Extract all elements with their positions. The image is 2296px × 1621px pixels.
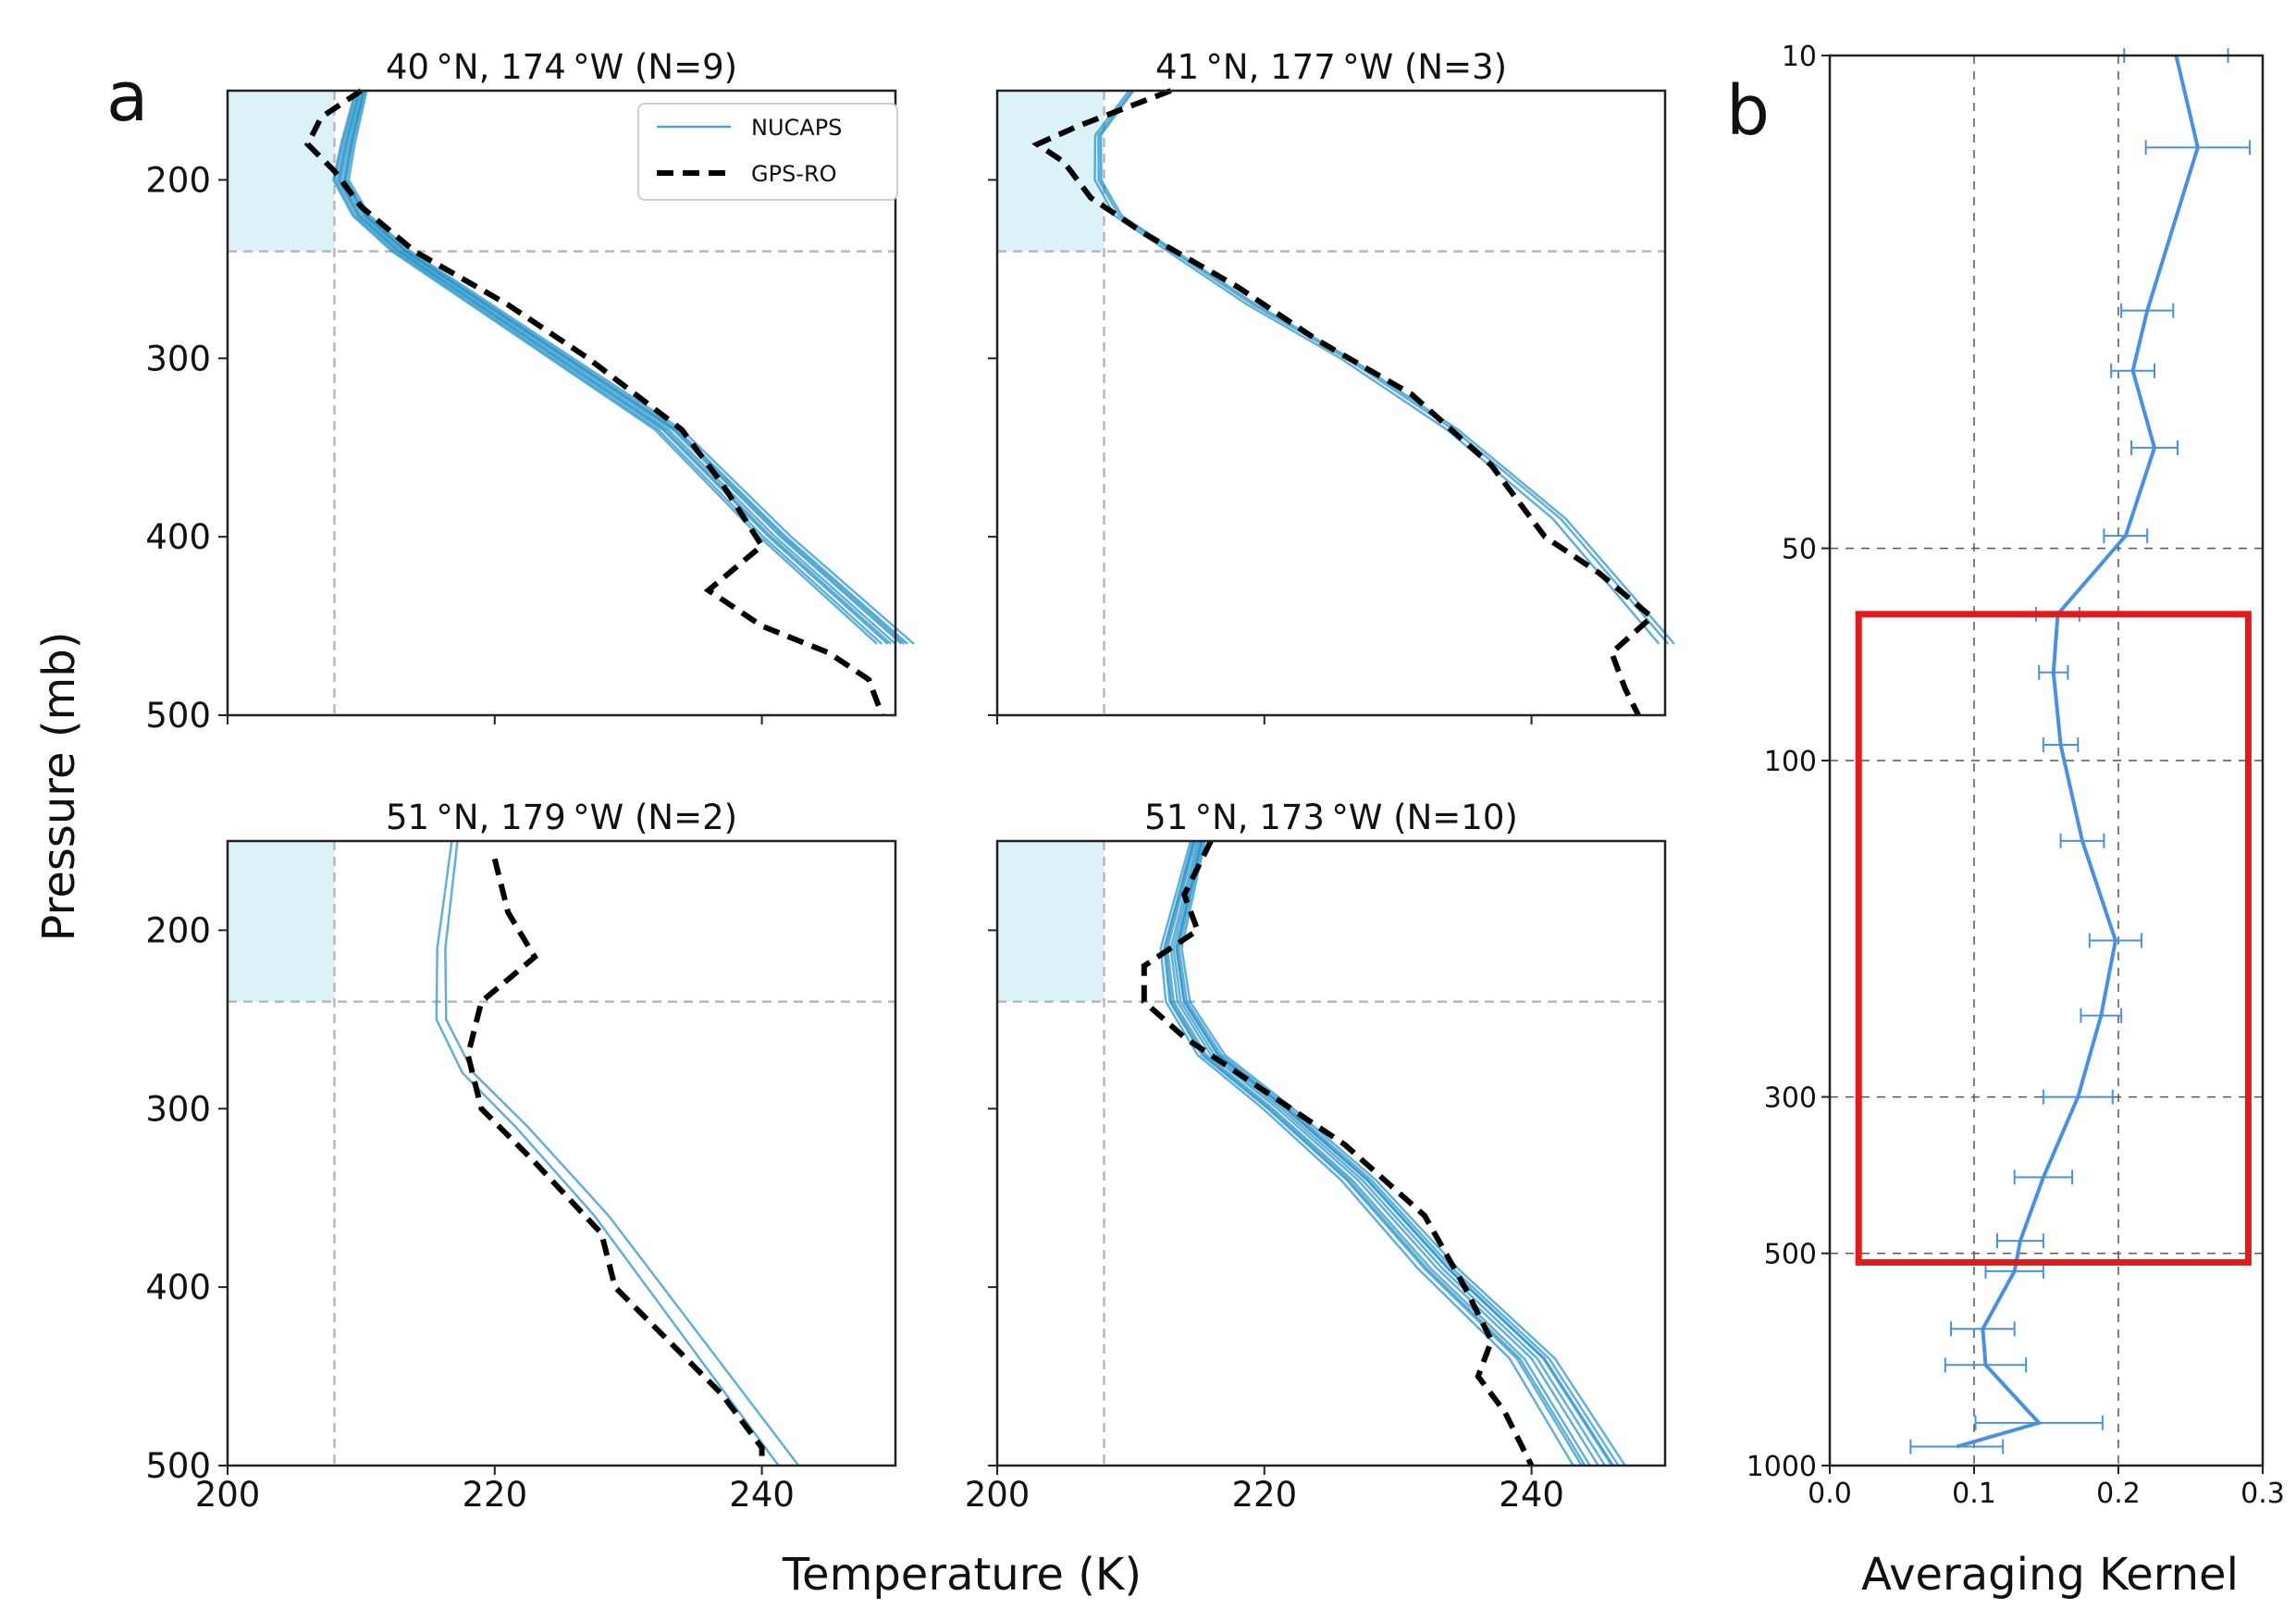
y-tick-label: 500 <box>1764 1239 1817 1271</box>
nucaps-profile-4 <box>1169 840 1599 1466</box>
highlight-box <box>1855 611 2252 1266</box>
panel-title: 41 °N, 177 °W (N=3) <box>1155 47 1507 87</box>
gps-ro-profile <box>1141 839 1535 1467</box>
axes-frame <box>995 839 1667 1467</box>
panel-40N-174W: 40 °N, 174 °W (N=9) 200 300 400 500 <box>145 47 915 736</box>
nucaps-profile-8 <box>343 90 906 645</box>
nucaps-profile-9 <box>332 90 878 645</box>
averaging-kernel-line <box>1956 55 2200 1449</box>
y-tick-label: 300 <box>1764 1083 1817 1115</box>
y-tick-label: 500 <box>145 1446 211 1486</box>
nucaps-profile-8 <box>1180 840 1626 1466</box>
nucaps-profile-7 <box>1178 840 1620 1466</box>
y-tick-label: 200 <box>145 910 211 950</box>
x-tick-label: 200 <box>965 1475 1031 1515</box>
nucaps-profile-1 <box>1159 840 1574 1466</box>
x-tick-label: 200 <box>195 1475 261 1515</box>
x-tick-label: 220 <box>1231 1475 1297 1515</box>
y-tick-label: 1000 <box>1747 1451 1817 1483</box>
shaded-region <box>997 841 1105 1002</box>
axes-frame <box>226 89 897 717</box>
kernel-axis-label: Averaging Kernel <box>1861 1549 2239 1601</box>
y-tick-label: 100 <box>1764 746 1817 778</box>
y-tick-label: 50 <box>1782 534 1817 566</box>
y-tick-label: 300 <box>145 339 211 378</box>
shaded-region <box>997 91 1105 252</box>
y-tick-label: 400 <box>145 517 211 557</box>
x-tick-label: 220 <box>462 1475 527 1515</box>
nucaps-profile-5 <box>334 90 883 645</box>
shaded-region <box>228 91 335 252</box>
panel-title: 51 °N, 179 °W (N=2) <box>386 798 737 837</box>
nucaps-profile-10 <box>1176 840 1615 1466</box>
panel-averaging-kernel: 0.0 0.1 0.2 0.3 10 50 100 300 500 1000 <box>1747 41 2285 1510</box>
x-tick-label: 240 <box>729 1475 795 1515</box>
x-tick-label: 0.1 <box>1952 1478 1996 1510</box>
y-tick-label: 300 <box>145 1089 211 1129</box>
panel-51N-173W: 51 °N, 173 °W (N=10) 200 220 240 <box>965 798 1667 1515</box>
nucaps-profile-9 <box>1164 840 1586 1466</box>
y-tick-label: 200 <box>145 160 211 200</box>
gps-ro-profile <box>303 88 885 717</box>
y-axis-label: Pressure (mb) <box>33 632 85 942</box>
nucaps-profile-2 <box>444 840 800 1466</box>
nucaps-profile-2 <box>1097 90 1670 645</box>
y-tick-label: 400 <box>145 1268 211 1307</box>
shaded-region <box>228 841 335 1002</box>
gps-ro-profile <box>1031 88 1657 717</box>
x-tick-label: 0.3 <box>2240 1478 2285 1510</box>
legend: NUCAPS GPS-RO <box>637 103 898 201</box>
nucaps-profile-6 <box>347 90 915 645</box>
nucaps-profile-7 <box>338 90 892 645</box>
legend-gps-label: GPS-RO <box>751 161 837 187</box>
nucaps-profile-2 <box>1163 840 1583 1466</box>
gps-ro-profile <box>464 858 765 1466</box>
panel-41N-177W: 41 °N, 177 °W (N=3) <box>988 47 1675 724</box>
panel-a-label: a <box>106 57 148 137</box>
nucaps-profile-2 <box>339 90 896 645</box>
nucaps-profile-3 <box>1099 90 1675 645</box>
y-tick-label: 500 <box>145 696 211 736</box>
panel-title: 51 °N, 173 °W (N=10) <box>1144 798 1518 837</box>
nucaps-profile-1 <box>435 840 780 1466</box>
y-tick-label: 10 <box>1782 41 1817 73</box>
x-tick-label: 0.0 <box>1808 1478 1852 1510</box>
x-axis-label: Temperature (K) <box>782 1549 1142 1601</box>
nucaps-profile-1 <box>1093 90 1660 645</box>
panel-b-label: b <box>1726 71 1770 151</box>
nucaps-profile-5 <box>1172 840 1607 1466</box>
axes-frame <box>226 839 897 1467</box>
axes-frame <box>995 89 1667 717</box>
legend-nucaps-label: NUCAPS <box>751 115 842 141</box>
panel-title: 40 °N, 174 °W (N=9) <box>386 47 737 87</box>
x-tick-label: 240 <box>1499 1475 1564 1515</box>
panel-51N-179W: 51 °N, 179 °W (N=2) 200 220 240 200 300 400 500 <box>145 798 897 1515</box>
x-tick-label: 0.2 <box>2096 1478 2141 1510</box>
